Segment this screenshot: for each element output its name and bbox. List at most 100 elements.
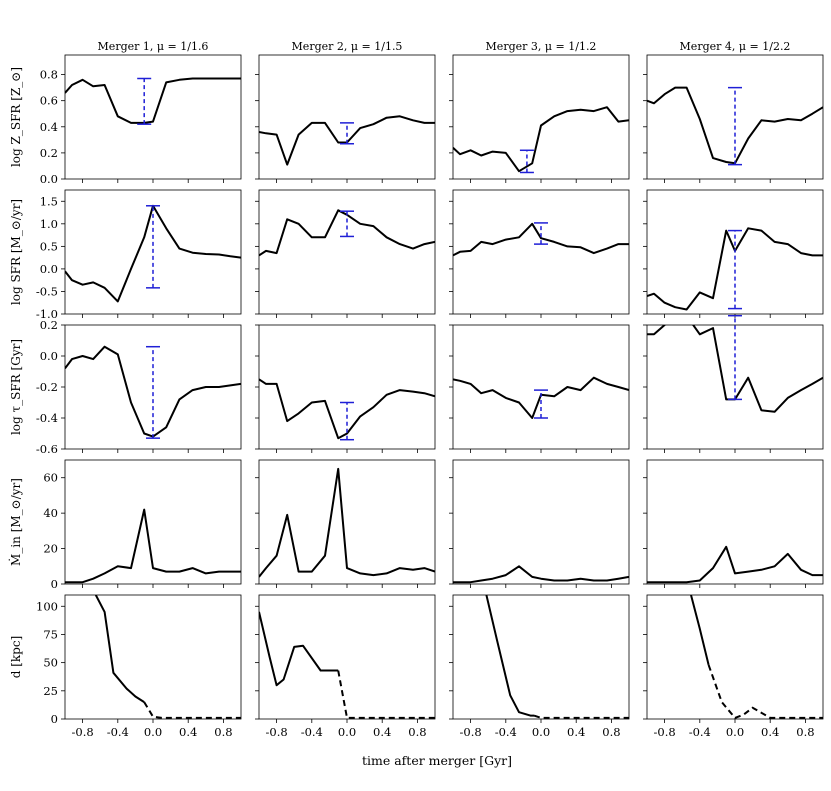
axes-frame — [452, 459, 630, 585]
series-line — [647, 86, 823, 165]
panel-title: Merger 2, μ = 1/1.5 — [292, 40, 403, 53]
y-tick-label: -0.6 — [36, 442, 58, 456]
series-line — [453, 222, 629, 257]
y-tick-label: 40 — [43, 506, 58, 520]
x-tick-label: 0.0 — [144, 725, 162, 739]
panel-distance-4: -0.8 -0.4 0.0 0.4 0.8 — [643, 594, 824, 739]
y-tick-label: 0.4 — [40, 120, 58, 134]
row-ylabel-distance: d [kpc] — [9, 636, 23, 679]
panel-mdot-in-1: 0 20 40 60 — [43, 459, 242, 591]
panel-sfr-4 — [643, 189, 824, 318]
y-tick-label: 0 — [51, 577, 58, 591]
x-tick-label: 0.0 — [532, 725, 550, 739]
y-tick-label: 75 — [43, 627, 58, 641]
panel-title: Merger 3, μ = 1/1.2 — [486, 40, 597, 53]
y-tick-label: 25 — [43, 684, 58, 698]
error-bar — [728, 229, 742, 310]
series-line — [259, 467, 435, 578]
series-line — [453, 106, 629, 173]
panel-mdot-in-3 — [449, 459, 630, 588]
distance-line-solid — [259, 611, 339, 687]
distance-line-dashed — [533, 714, 629, 719]
error-bar — [340, 401, 354, 441]
panel-sfr-2 — [255, 189, 436, 318]
panel-mdot-in-2 — [255, 459, 436, 588]
y-tick-label: 1.0 — [40, 217, 58, 231]
y-tick-label: 0.8 — [40, 68, 58, 82]
panel-z-sfr-2 — [255, 54, 436, 183]
x-axis-label: time after merger [Gyr] — [362, 753, 512, 768]
axes-frame — [64, 594, 242, 720]
panel-tau-sfr-2 — [255, 324, 436, 453]
series-line — [647, 545, 823, 584]
series-line — [259, 378, 435, 440]
axes-frame — [452, 324, 630, 450]
row-ylabel-mdot-in: Ṁ_in [M_⊙/yr] — [8, 478, 23, 566]
panel-z-sfr-1: 0.0 0.2 0.4 0.6 0.8 — [40, 54, 242, 186]
series-line — [65, 204, 241, 303]
error-bar — [534, 389, 548, 419]
series-line — [647, 227, 823, 311]
series-line — [453, 376, 629, 419]
x-tick-label: 0.8 — [408, 725, 426, 739]
axes-frame — [258, 189, 436, 315]
row-ylabels: log Z_SFR [Z_⊙]log SFR [M_⊙/yr]log τ_SFR… — [8, 67, 23, 678]
y-tick-label: 0.2 — [40, 318, 58, 332]
x-tick-label: 0.8 — [214, 725, 232, 739]
x-tick-label: -0.8 — [72, 725, 94, 739]
y-tick-label: 1.5 — [40, 194, 58, 208]
x-tick-label: 0.0 — [338, 725, 356, 739]
y-tick-label: 100 — [36, 599, 58, 613]
y-tick-label: 20 — [43, 542, 58, 556]
error-bar — [340, 210, 354, 238]
row-ylabel-z-sfr: log Z_SFR [Z_⊙] — [9, 67, 23, 167]
series-line — [65, 345, 241, 438]
axes-frame — [452, 54, 630, 180]
y-tick-label: 0.0 — [40, 349, 58, 363]
distance-line-dashed — [143, 701, 241, 719]
y-tick-label: 0.0 — [40, 262, 58, 276]
axes-frame — [452, 594, 630, 720]
x-tick-label: -0.8 — [460, 725, 482, 739]
column-titles: Merger 1, μ = 1/1.6 Merger 2, μ = 1/1.5 Me… — [98, 40, 791, 53]
x-tick-label: -0.4 — [107, 725, 129, 739]
panel-tau-sfr-4 — [643, 314, 824, 453]
x-tick-label: 0.8 — [602, 725, 620, 739]
error-bar — [519, 149, 534, 174]
row-ylabel-tau-sfr: log τ_SFR [Gyr] — [9, 339, 23, 435]
distance-line-solid — [94, 595, 145, 703]
error-bar — [146, 205, 160, 289]
y-tick-label: 0.0 — [40, 172, 58, 186]
x-tick-label: 0.0 — [726, 725, 744, 739]
panel-z-sfr-4 — [643, 54, 824, 183]
x-tick-label: -0.4 — [495, 725, 517, 739]
panel-sfr-1: -1.0 -0.5 0.0 0.5 1.0 1.5 — [36, 189, 242, 321]
x-tick-label: 0.4 — [373, 725, 391, 739]
error-bar — [728, 86, 742, 166]
y-tick-label: -0.5 — [36, 284, 58, 298]
panel-tau-sfr-1: -0.6 -0.4 -0.2 0.0 0.2 — [36, 318, 242, 456]
x-tick-label: 0.4 — [179, 725, 197, 739]
series-line — [259, 115, 435, 166]
x-tick-label: 0.8 — [796, 725, 814, 739]
error-bar — [137, 77, 152, 125]
axes-frame — [646, 324, 824, 450]
x-tick-label: -0.8 — [654, 725, 676, 739]
x-tick-label: -0.4 — [689, 725, 711, 739]
series-line — [453, 565, 629, 584]
x-tick-label: 0.4 — [567, 725, 585, 739]
x-tick-label: -0.8 — [266, 725, 288, 739]
y-tick-label: -0.2 — [36, 380, 58, 394]
panel-sfr-3 — [449, 189, 630, 318]
axes-frame — [258, 594, 436, 720]
panel-distance-1: 0 25 50 75 100 -0.8 -0.4 0.0 0.4 0.8 — [36, 594, 242, 739]
error-bar — [146, 345, 160, 439]
panel-z-sfr-3 — [449, 54, 630, 183]
distance-line-dashed — [337, 670, 435, 719]
error-bar — [534, 222, 548, 245]
y-tick-label: 0.5 — [40, 239, 58, 253]
y-tick-label: 50 — [43, 656, 58, 670]
series-line — [65, 508, 241, 584]
axes-frame — [646, 594, 824, 720]
